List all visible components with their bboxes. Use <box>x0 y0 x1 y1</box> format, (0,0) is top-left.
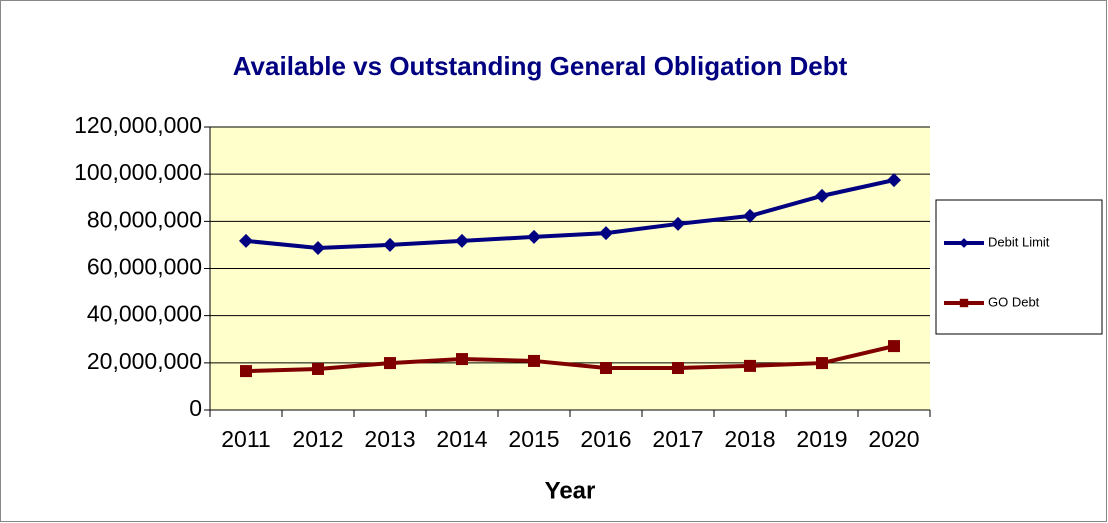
chart-title: Available vs Outstanding General Obligat… <box>233 51 848 81</box>
marker <box>599 226 613 241</box>
x-axis-title: Year <box>545 477 596 504</box>
marker <box>240 365 252 378</box>
marker <box>527 229 541 244</box>
marker <box>239 233 253 248</box>
x-tick-label: 2012 <box>292 426 343 452</box>
series-line <box>245 178 895 250</box>
y-tick-label: 120,000,000 <box>74 112 202 138</box>
y-tick-label: 60,000,000 <box>87 254 202 280</box>
legend-label: Debit Limit <box>988 234 1050 249</box>
marker <box>384 357 396 370</box>
marker <box>888 340 900 353</box>
x-tick-label: 2020 <box>868 426 919 452</box>
x-tick-label: 2018 <box>724 426 775 452</box>
marker <box>815 188 829 203</box>
marker <box>887 173 901 188</box>
x-tick-label: 2013 <box>364 426 415 452</box>
marker <box>600 362 612 375</box>
x-tick-label: 2019 <box>796 426 847 452</box>
legend-box <box>935 199 1103 335</box>
x-tick-label: 2011 <box>221 426 270 452</box>
y-tick-label: 100,000,000 <box>74 159 202 185</box>
x-tick-label: 2015 <box>508 426 559 452</box>
x-tick-label: 2016 <box>580 426 631 452</box>
marker <box>816 357 828 370</box>
y-tick-label: 80,000,000 <box>87 206 202 232</box>
y-tick-label: 20,000,000 <box>87 348 202 374</box>
series-line <box>245 344 895 374</box>
y-tick-label: 40,000,000 <box>87 301 202 327</box>
marker <box>383 237 397 252</box>
marker <box>456 353 468 366</box>
legend-label: GO Debt <box>988 294 1040 309</box>
y-tick-label: 0 <box>189 395 202 421</box>
marker <box>671 216 685 231</box>
marker <box>455 233 469 248</box>
x-tick-label: 2017 <box>652 426 703 452</box>
marker <box>743 208 757 223</box>
marker <box>528 354 540 367</box>
marker <box>311 240 325 255</box>
marker <box>312 362 324 375</box>
marker <box>959 298 969 308</box>
marker <box>672 362 684 375</box>
x-tick-label: 2014 <box>436 426 487 452</box>
marker <box>744 359 756 372</box>
